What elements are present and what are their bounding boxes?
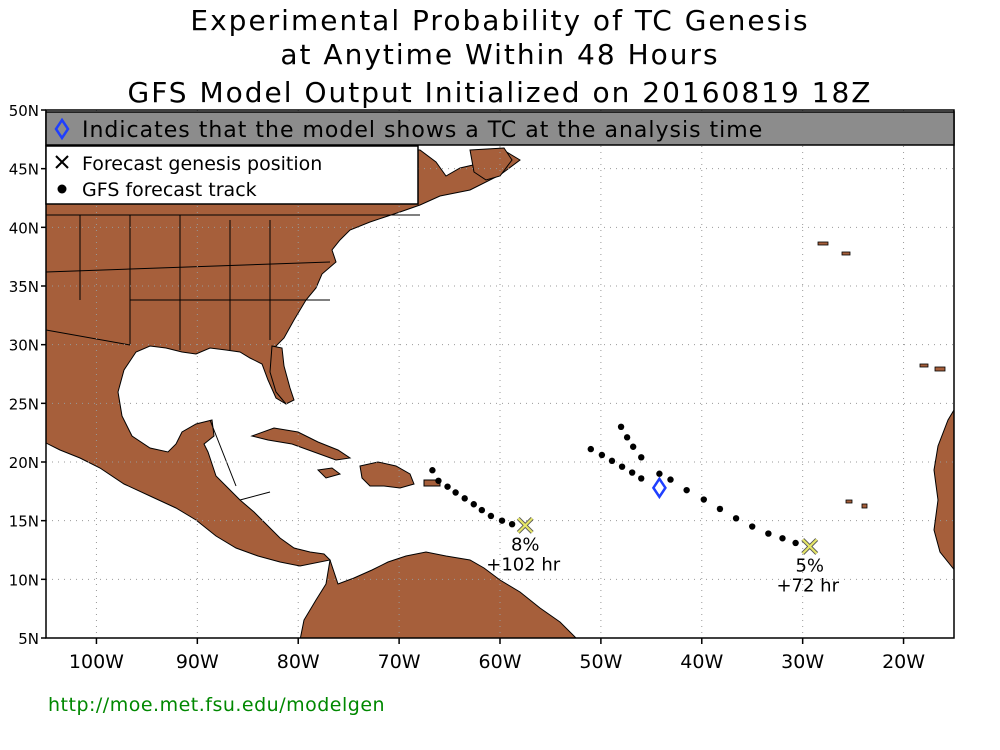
analysis-tc-markers [651,476,667,500]
map-title-line-1: Experimental Probability of TC Genesis [190,4,810,37]
genesis-lead-time-label: +72 hr [776,575,839,596]
lat-tick-label: 30N [9,337,39,355]
lon-tick-label: 60W [479,651,522,673]
track-point [623,434,631,441]
track-point [700,496,707,503]
legend: Forecast genesis position GFS forecast t… [45,145,419,205]
track-point [683,486,690,494]
track-point [618,463,626,470]
south-america-landmass [299,551,577,638]
map-title-line-3: GFS Model Output Initialized on 20160819… [127,76,873,109]
diamond-icon [54,117,70,141]
lat-tick-label: 50N [9,102,39,120]
cape-verde-islands-south [861,503,868,509]
track-point [435,477,442,484]
legend-track-label: GFS forecast track [82,179,257,201]
political-boundaries [46,214,420,501]
track-point [779,535,786,542]
dot-icon [57,184,67,194]
track-point [656,470,663,477]
landmasses [46,145,954,638]
genesis-probability-label: 5% [795,555,824,576]
lat-tick-label: 10N [9,571,39,589]
track-point [617,423,625,430]
track-point [629,443,637,450]
lon-tick-label: 30W [781,651,824,673]
lon-tick-label: 40W [680,651,723,673]
lon-tick-label: 80W [277,651,320,673]
track-point [487,512,495,520]
track-point [508,520,516,528]
lat-tick-label: 45N [9,161,39,179]
track-point [638,454,645,461]
track-point [587,445,594,453]
forecast-tracks [429,423,799,547]
track-point [749,523,756,530]
genesis-markers: 8%+102 hr 5%+72 hr [486,516,840,596]
graticule [46,110,954,638]
jamaica-island [316,467,342,479]
banner-text: Indicates that the model shows a TC at t… [82,118,763,143]
track-point [765,530,772,537]
track-point [628,469,636,476]
lon-tick-label: 90W [176,651,219,673]
banner-background [45,111,955,146]
legend-genesis-label: Forecast genesis position [82,153,322,175]
track-point [716,505,724,513]
canary-islands [919,363,929,368]
genesis-x-marker [516,516,534,534]
lat-tick-label: 25N [9,395,39,413]
azores-islands-east [841,251,851,256]
lon-tick-label: 100W [69,651,124,673]
track-point [608,457,616,465]
lat-tick-label: 15N [9,513,39,531]
lat-tick-label: 40N [9,219,39,237]
track-point [444,483,451,490]
azores-islands [817,241,829,246]
west-africa-landmass [933,409,954,571]
lon-tick-label: 50W [579,651,622,673]
track-point [667,476,674,483]
genesis-probability-label: 8% [511,534,540,555]
map-title-line-2: at Anytime Within 48 Hours [280,38,720,71]
hispaniola-island [359,461,415,489]
florida-peninsula [269,345,295,405]
lat-tick-label: 5N [18,630,39,648]
canary-islands-east [934,366,946,372]
north-america-landmass [46,145,521,567]
track-point [498,517,506,524]
track-point [478,506,486,514]
track-point [792,539,799,547]
lon-tick-label: 70W [378,651,421,673]
track-point [461,495,468,502]
cape-verde-islands [845,499,853,504]
analysis-banner: Indicates that the model shows a TC at t… [45,111,955,146]
lat-tick-label: 35N [9,278,39,296]
track-point [429,467,436,474]
axis-ticks: 50N 45N 40N 35N 30N 25N 20N 15N 10N 5N 100W 90W 80W 7… [9,102,926,673]
lat-tick-label: 20N [9,454,39,472]
track-point [638,475,645,482]
track-point [732,515,740,522]
genesis-x-marker [801,538,819,555]
x-mark-icon [55,155,69,169]
lon-tick-label: 20W [882,651,925,673]
track-point [598,451,606,459]
genesis-lead-time-label: +102 hr [486,554,561,575]
track-point [470,501,477,508]
cuba-island [250,427,352,461]
source-url[interactable]: http://moe.met.fsu.edu/modelgen [48,694,386,716]
legend-box [45,145,419,205]
analysis-tc-diamond-icon [651,476,667,500]
track-point [452,489,459,496]
